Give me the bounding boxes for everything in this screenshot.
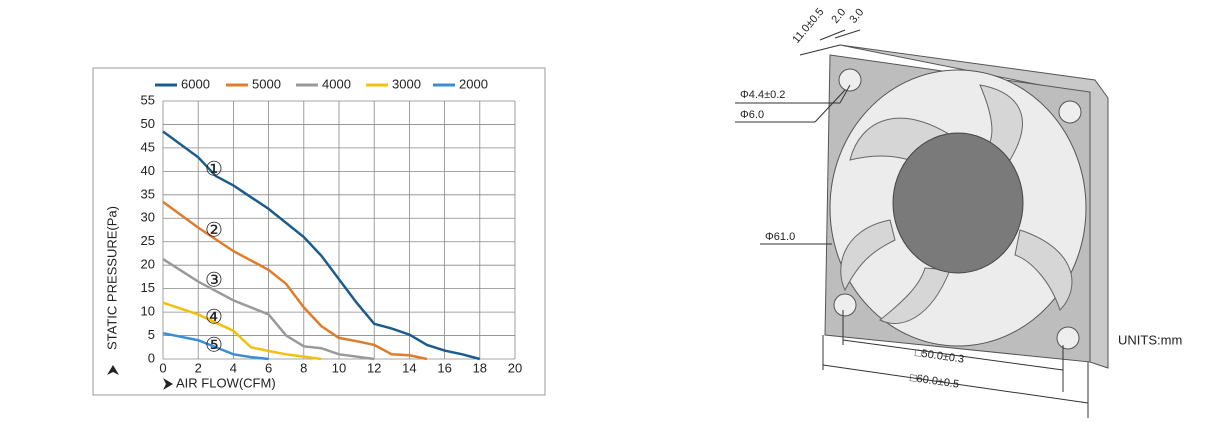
curve-label: ④ [205,306,223,328]
dimension-label: □60.0±0.5 [909,372,960,391]
dimension-label: Φ6.0 [740,109,764,121]
dimension-label: Φ4.4±0.2 [740,89,785,101]
x-tick-label: 20 [508,360,522,375]
series-line [162,200,428,361]
fan-hub [892,132,1024,274]
y-tick-label: 0 [148,350,155,365]
legend-label: 5000 [252,76,281,91]
series-line [162,331,269,361]
mount-hole [1058,100,1082,124]
x-tick-label: 16 [437,360,451,375]
x-tick-label: 6 [265,360,272,375]
x-axis-label: AIR FLOW(CFM) [176,375,276,390]
legend-label: 2000 [459,76,488,91]
curve-label: ② [205,219,223,241]
mount-hole [1056,326,1080,350]
x-tick-label: 8 [300,360,307,375]
x-tick-label: 0 [159,360,166,375]
x-tick-label: 14 [402,360,416,375]
series-line [162,301,322,361]
y-axis-arrow [107,365,119,375]
legend-label: 3000 [392,76,421,91]
y-tick-label: 15 [141,280,155,295]
y-tick-label: 30 [141,210,155,225]
series-line [162,258,375,361]
y-tick-label: 50 [141,116,155,131]
curve-label: ③ [205,269,223,291]
y-tick-label: 35 [141,186,155,201]
x-axis-arrow [163,378,173,390]
y-tick-label: 40 [141,163,155,178]
dimension-label: Φ61.0 [765,231,795,243]
y-tick-label: 5 [148,327,155,342]
legend-label: 4000 [322,76,351,91]
y-tick-label: 20 [141,257,155,272]
units-label: UNITS:mm [1118,332,1182,347]
legend-label: 6000 [181,76,210,91]
y-tick-label: 25 [141,233,155,248]
dimension-label: 2.0 [829,6,848,25]
x-tick-label: 10 [332,360,346,375]
fan-drawing: 11.0±0.5 2.03.0Φ4.4±0.2Φ6.0Φ61.0□50.0±0.3… [735,6,1109,418]
mount-hole [833,293,857,317]
x-tick-label: 4 [230,360,237,375]
y-tick-label: 55 [141,92,155,107]
curve-label: ① [205,158,223,180]
y-tick-label: 45 [141,139,155,154]
chart-frame [92,67,546,396]
dimension-label: 3.0 [847,6,866,25]
series-line [162,130,481,361]
mount-hole [838,68,862,92]
dimension-label: □50.0±0.3 [914,347,965,366]
y-axis-label: STATIC PRESSURE(Pa) [104,206,119,350]
x-tick-label: 2 [195,360,202,375]
x-tick-label: 12 [367,360,381,375]
x-tick-label: 18 [473,360,487,375]
curve-label: ⑤ [205,334,223,356]
y-tick-label: 10 [141,304,155,319]
dimension-lines [735,29,1089,418]
fan-blades [840,84,1073,324]
